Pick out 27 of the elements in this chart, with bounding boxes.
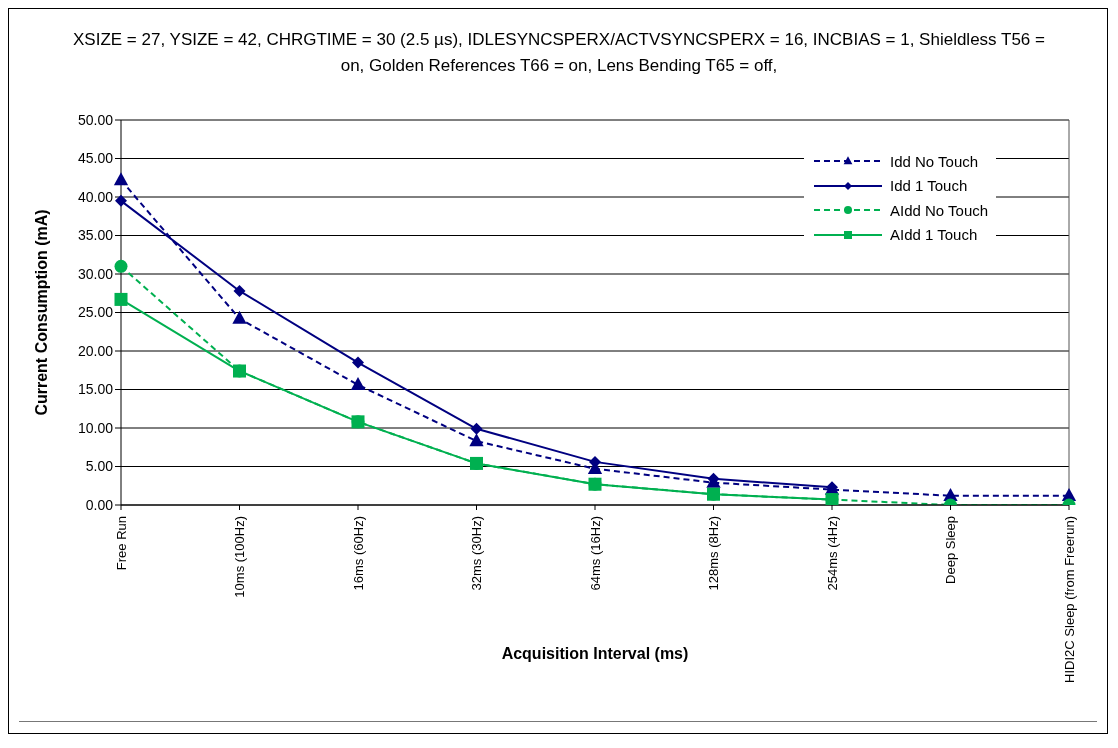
x-tick-label: HIDI2C Sleep (from Freerun) <box>1061 516 1077 683</box>
x-axis-title: Acquisition Interval (ms) <box>501 645 689 662</box>
y-tick-label: 45.00 <box>77 150 114 167</box>
y-tick-label: 40.00 <box>77 188 114 205</box>
legend-label: AIdd No Touch <box>890 201 989 219</box>
legend-label: Idd No Touch <box>890 152 979 170</box>
x-tick-label: 10ms (100Hz) <box>232 516 247 598</box>
y-tick-label: 30.00 <box>77 265 114 282</box>
x-tick-label: 128ms (8Hz) <box>706 516 721 591</box>
x-tick-label: 16ms (60Hz) <box>350 516 366 591</box>
y-tick-label: 25.00 <box>77 304 114 321</box>
chart-title: XSIZE = 27, YSIZE = 42, CHRGTIME = 30 (2.5 µs), IDLESYNCSPERX/ACTVSYNCSPERX = 16, INCBIAS = 1, Shieldless T56 = on, Golden References T66 = on, Lens Bending T65 = off, <box>72 29 1046 77</box>
y-tick-label: 35.00 <box>77 227 114 244</box>
x-tick-label: 64ms (16Hz) <box>587 516 603 591</box>
y-tick-label: 20.00 <box>77 342 114 359</box>
y-tick-label: 0.00 <box>85 496 114 513</box>
legend-label: Idd 1 Touch <box>890 177 968 195</box>
x-tick-label: 32ms (30Hz) <box>469 516 484 591</box>
legend-label: AIdd 1 Touch <box>890 226 978 244</box>
y-tick-label: 10.00 <box>77 419 114 436</box>
x-tick-label: Deep Sleep <box>943 516 958 584</box>
x-tick-label: 254ms (4Hz) <box>824 516 840 591</box>
x-tick-label: Free Run <box>113 516 129 571</box>
y-tick-label: 50.00 <box>77 111 114 128</box>
y-axis-title: Current Consumption (mA) <box>32 209 50 416</box>
y-tick-label: 15.00 <box>77 381 114 398</box>
y-tick-label: 5.00 <box>85 458 114 475</box>
